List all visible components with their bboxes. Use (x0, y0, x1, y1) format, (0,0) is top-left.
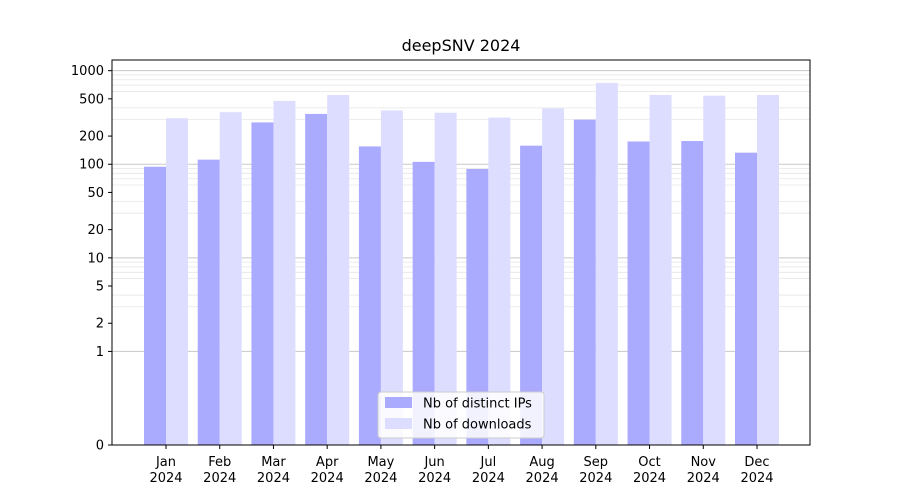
bars-layer (144, 82, 779, 446)
bar-series-2 (595, 82, 618, 446)
bar-series-2 (542, 108, 565, 446)
x-tick-label: Mar 2024 (257, 455, 290, 486)
bar-series-2 (327, 94, 350, 445)
x-tick-label: Jul 2024 (472, 455, 505, 486)
legend-label: Nb of downloads (423, 418, 532, 433)
bar-series-2 (649, 94, 672, 445)
y-tick-label: 50 (87, 186, 104, 201)
x-tick-label: Feb 2024 (203, 455, 236, 486)
bar-series-1 (358, 146, 381, 446)
x-tick-label: Jan 2024 (149, 455, 182, 486)
bar-series-1 (305, 113, 328, 446)
x-tick-label: Dec 2024 (740, 455, 773, 486)
legend-swatch (385, 418, 412, 429)
chart-title: deepSNV 2024 (402, 36, 521, 55)
bar-series-2 (488, 117, 511, 445)
y-tick-label: 200 (79, 130, 104, 145)
y-tick-label: 1000 (71, 64, 104, 79)
y-tick-label: 2 (96, 317, 104, 332)
bar-series-1 (412, 161, 435, 445)
plot-frame (111, 59, 811, 446)
bar-series-1 (197, 159, 220, 445)
legend: Nb of distinct IPs Nb of downloads (377, 391, 545, 439)
bar-series-1 (627, 141, 650, 445)
x-tick-label: Nov 2024 (687, 455, 720, 486)
legend-label: Nb of distinct IPs (423, 397, 532, 412)
y-tick-label: 500 (79, 92, 104, 107)
y-tick-label: 10 (87, 251, 104, 266)
x-tick-label: Aug 2024 (526, 455, 559, 486)
x-axis: Jan 2024 Feb 2024 Mar 2024 Apr 2024 May 2024 Jun 20… (149, 445, 774, 486)
bar-series-1 (681, 141, 704, 446)
bar-series-1 (466, 168, 489, 445)
y-tick-label: 5 (96, 280, 104, 295)
x-tick-label: Oct 2024 (633, 455, 666, 486)
bar-series-2 (219, 112, 242, 445)
x-tick-label: Jun 2024 (418, 455, 451, 486)
bar-series-2 (273, 100, 296, 446)
x-tick-label: May 2024 (364, 455, 397, 486)
bar-series-2 (166, 118, 188, 445)
y-tick-label: 1 (96, 345, 104, 360)
bar-series-2 (703, 95, 726, 445)
y-tick-label: 0 (96, 439, 104, 454)
bar-series-2 (380, 110, 403, 446)
y-tick-label: 20 (87, 223, 104, 238)
bar-series-1 (573, 119, 596, 446)
bar-series-1 (251, 122, 274, 445)
bar-series-1 (735, 152, 757, 445)
bar-series-1 (144, 166, 166, 446)
legend-swatch (385, 397, 412, 408)
x-tick-label: Apr 2024 (311, 455, 344, 486)
legend-box (377, 391, 545, 439)
y-axis: 0 1 2 5 10 20 50 100 200 500 1000 (71, 64, 112, 454)
bar-series-2 (757, 94, 779, 445)
y-tick-label: 100 (79, 158, 104, 173)
bar-series-2 (434, 112, 457, 445)
bar-series-1 (520, 145, 543, 445)
x-tick-label: Sep 2024 (579, 455, 612, 486)
